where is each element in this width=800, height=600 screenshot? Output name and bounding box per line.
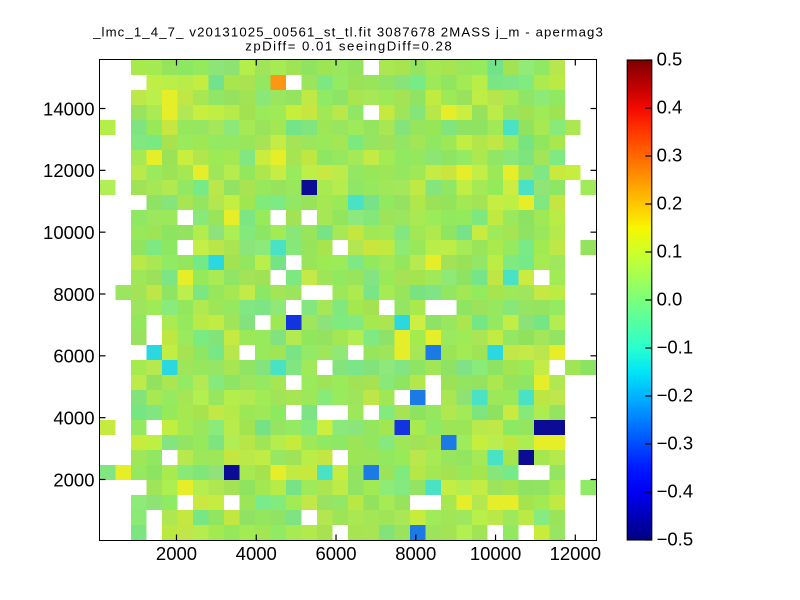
svg-text:0.0: 0.0 (657, 289, 683, 310)
svg-text:8000: 8000 (395, 543, 436, 564)
svg-text:−0.4: −0.4 (657, 481, 694, 502)
svg-text:14000: 14000 (43, 98, 94, 119)
svg-text:−0.1: −0.1 (657, 337, 694, 358)
svg-text:2000: 2000 (156, 543, 197, 564)
svg-text:zpDiff= 0.01 seeingDiff=0.28: zpDiff= 0.01 seeingDiff=0.28 (245, 38, 453, 53)
svg-text:−0.5: −0.5 (657, 529, 694, 550)
svg-text:12000: 12000 (550, 543, 601, 564)
svg-text:4000: 4000 (53, 407, 94, 428)
svg-text:4000: 4000 (236, 543, 277, 564)
svg-text:0.4: 0.4 (657, 97, 683, 118)
svg-text:_lmc_1_4_7_ v20131025_00561_st: _lmc_1_4_7_ v20131025_00561_st_tl.fit 30… (92, 25, 604, 40)
svg-text:−0.2: −0.2 (657, 385, 694, 406)
svg-text:−0.3: −0.3 (657, 433, 694, 454)
svg-text:12000: 12000 (43, 160, 94, 181)
svg-text:0.5: 0.5 (657, 49, 683, 70)
svg-text:6000: 6000 (53, 346, 94, 367)
svg-text:10000: 10000 (43, 222, 94, 243)
svg-text:0.1: 0.1 (657, 241, 683, 262)
svg-text:8000: 8000 (53, 284, 94, 305)
svg-text:0.3: 0.3 (657, 145, 683, 166)
svg-text:6000: 6000 (315, 543, 356, 564)
svg-text:2000: 2000 (53, 469, 94, 490)
svg-text:10000: 10000 (470, 543, 521, 564)
svg-text:0.2: 0.2 (657, 193, 683, 214)
